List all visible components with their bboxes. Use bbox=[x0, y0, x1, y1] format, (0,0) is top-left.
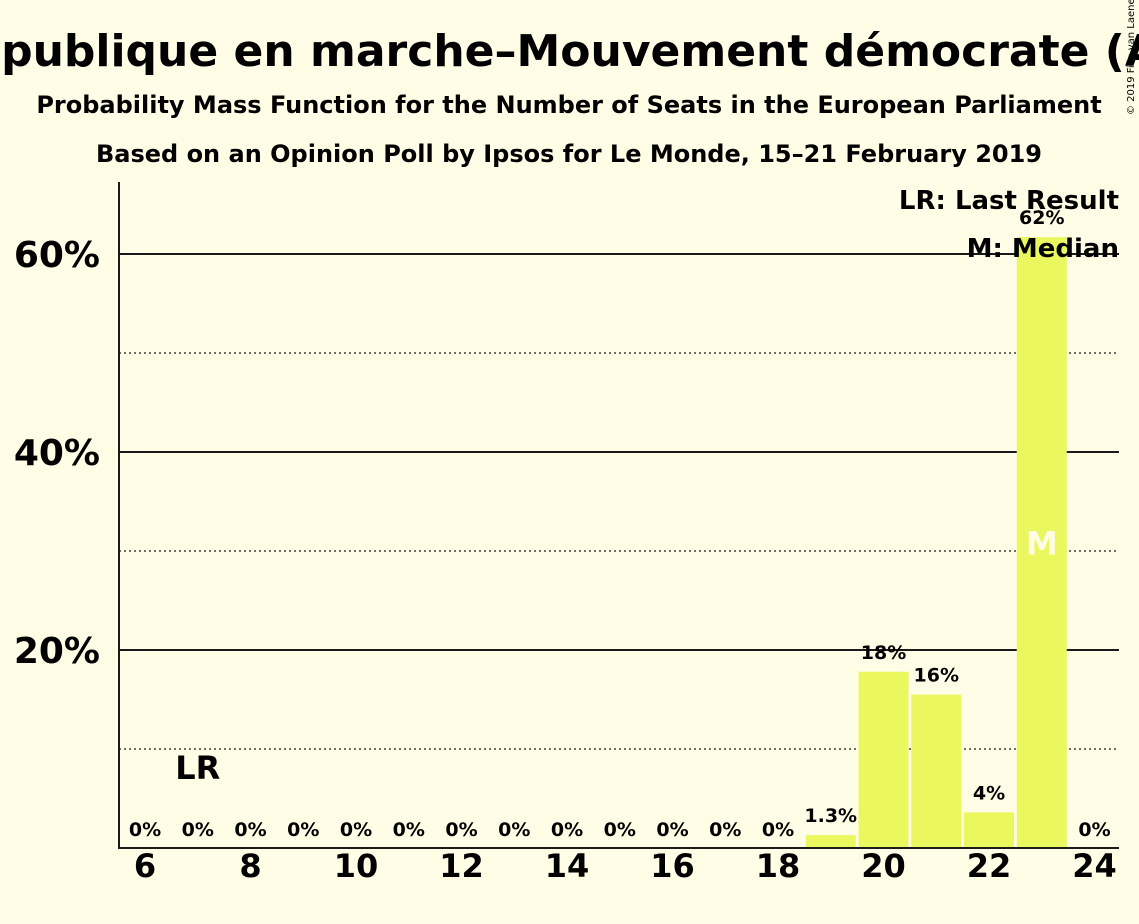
median-marker: M bbox=[1026, 525, 1058, 563]
data-label: 4% bbox=[973, 782, 1005, 804]
bar bbox=[911, 694, 962, 848]
x-axis-ticks: 6 8 10 12 14 16 18 20 22 24 bbox=[134, 847, 1117, 885]
last-result-marker: LR bbox=[175, 749, 220, 787]
y-tick-label: 40% bbox=[14, 433, 100, 474]
x-tick-label: 6 bbox=[134, 847, 156, 885]
y-tick-label: 20% bbox=[14, 631, 100, 672]
x-tick-label: 12 bbox=[439, 847, 484, 885]
x-tick-label: 16 bbox=[650, 847, 695, 885]
data-label: 0% bbox=[1078, 819, 1110, 841]
data-label: 0% bbox=[393, 819, 425, 841]
x-tick-label: 14 bbox=[545, 847, 590, 885]
data-label: 0% bbox=[234, 819, 266, 841]
x-tick-label: 20 bbox=[861, 847, 906, 885]
data-label: 0% bbox=[287, 819, 319, 841]
chart-subtitle: Probability Mass Function for the Number… bbox=[36, 91, 1101, 119]
data-label: 0% bbox=[709, 819, 741, 841]
data-label: 1.3% bbox=[804, 805, 857, 827]
data-label: 0% bbox=[551, 819, 583, 841]
bar bbox=[964, 812, 1014, 848]
data-label: 0% bbox=[762, 819, 794, 841]
x-tick-label: 24 bbox=[1072, 847, 1117, 885]
data-label: 0% bbox=[129, 819, 161, 841]
data-label: 0% bbox=[340, 819, 372, 841]
data-labels: 0% 0% 0% 0% 0% 0% 0% 0% 0% 0% 0% 0% 0% 1.3% 18% 16% 4% 62… bbox=[129, 207, 1111, 841]
data-label: 0% bbox=[445, 819, 477, 841]
data-label: 16% bbox=[914, 665, 959, 687]
grid-lines bbox=[119, 253, 1119, 750]
bar bbox=[858, 671, 909, 848]
x-tick-label: 22 bbox=[967, 847, 1012, 885]
data-label: 0% bbox=[498, 819, 530, 841]
legend-median: M: Median bbox=[967, 234, 1119, 264]
data-label: 0% bbox=[604, 819, 636, 841]
x-tick-label: 18 bbox=[756, 847, 801, 885]
data-label: 18% bbox=[861, 642, 906, 664]
y-tick-label: 60% bbox=[14, 235, 100, 276]
x-tick-label: 10 bbox=[334, 847, 379, 885]
data-label: 62% bbox=[1019, 207, 1064, 229]
bars bbox=[805, 237, 1067, 849]
legend-last-result: LR: Last Result bbox=[899, 186, 1119, 216]
chart-source: Based on an Opinion Poll by Ipsos for Le… bbox=[96, 140, 1042, 168]
bar bbox=[805, 835, 856, 848]
bar bbox=[1016, 237, 1067, 849]
data-label: 0% bbox=[182, 819, 214, 841]
copyright-notice: © 2019 Filip van Laenen bbox=[1126, 0, 1137, 115]
data-label: 0% bbox=[656, 819, 688, 841]
y-axis-ticks: 20% 40% 60% bbox=[14, 235, 100, 672]
chart-title: La République en marche–Mouvement démocr… bbox=[0, 26, 1139, 77]
x-tick-label: 8 bbox=[239, 847, 261, 885]
